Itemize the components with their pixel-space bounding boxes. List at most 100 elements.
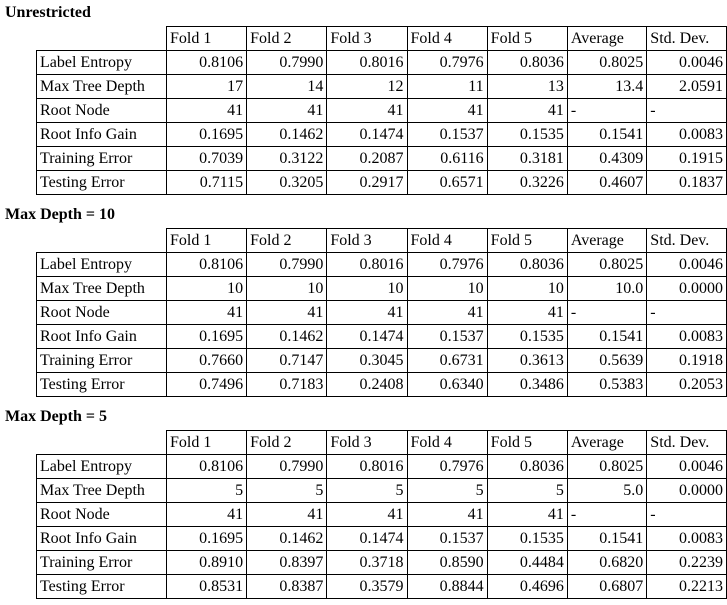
table-cell: 41 bbox=[326, 98, 408, 123]
table-cell: 0.6116 bbox=[406, 146, 488, 171]
row-label: Label Entropy bbox=[36, 252, 167, 277]
table-cell: 0.1535 bbox=[486, 324, 568, 349]
table-cell: 0.7976 bbox=[406, 454, 488, 479]
table-cell: 0.8397 bbox=[246, 550, 328, 575]
table-cell: 0.7660 bbox=[165, 348, 248, 373]
table-cell: 5.0 bbox=[566, 478, 648, 503]
table-cell: 41 bbox=[246, 300, 328, 325]
column-header: Std. Dev. bbox=[646, 26, 727, 51]
table-cell: 0.1541 bbox=[566, 122, 648, 147]
column-header: Fold 3 bbox=[326, 26, 408, 51]
table-cell: 0.0000 bbox=[646, 276, 727, 301]
table-cell: 0.7990 bbox=[246, 252, 328, 277]
table-cell: 41 bbox=[406, 98, 488, 123]
table-header-row: Fold 1 Fold 2 Fold 3 Fold 4 Fold 5 Avera… bbox=[37, 430, 727, 455]
table-cell: 10 bbox=[406, 276, 488, 301]
column-header: Fold 4 bbox=[406, 228, 488, 253]
table-cell: 0.1474 bbox=[326, 324, 408, 349]
table-cell: 0.8910 bbox=[165, 550, 248, 575]
table-row: Testing Error 0.7496 0.7183 0.2408 0.634… bbox=[36, 372, 727, 397]
table-cell: 0.1695 bbox=[165, 122, 248, 147]
table-row: Root Node 41 41 41 41 41 - - bbox=[36, 98, 727, 123]
table-cell: 0.1535 bbox=[486, 122, 568, 147]
table-cell: 0.1462 bbox=[246, 324, 328, 349]
table-cell: 0.1537 bbox=[406, 122, 488, 147]
section-title-unrestricted: Unrestricted bbox=[5, 4, 91, 21]
table-cell: 0.8016 bbox=[326, 454, 408, 479]
table-cell: - bbox=[646, 502, 727, 527]
table-cell: 11 bbox=[406, 74, 488, 99]
table-cell: 2.0591 bbox=[646, 74, 727, 99]
table-cell: 5 bbox=[486, 478, 568, 503]
table-cell: 0.1537 bbox=[406, 324, 488, 349]
table-cell: 41 bbox=[486, 502, 568, 527]
table-cell: 10 bbox=[326, 276, 408, 301]
table-cell: 0.3718 bbox=[326, 550, 408, 575]
table-cell: 12 bbox=[326, 74, 408, 99]
corner-cell bbox=[37, 431, 167, 455]
table-row: Root Info Gain 0.1695 0.1462 0.1474 0.15… bbox=[36, 526, 727, 551]
row-label: Root Node bbox=[36, 502, 167, 527]
table-cell: 41 bbox=[246, 502, 328, 527]
table-cell: 0.1474 bbox=[326, 526, 408, 551]
table-cell: 0.1541 bbox=[566, 324, 648, 349]
table-cell: 0.6731 bbox=[406, 348, 488, 373]
row-label: Max Tree Depth bbox=[36, 478, 167, 503]
table-cell: 0.8036 bbox=[486, 454, 568, 479]
table-cell: 0.8106 bbox=[165, 50, 248, 75]
table-cell: - bbox=[566, 502, 648, 527]
table-cell: 0.2408 bbox=[326, 372, 408, 397]
row-label: Root Info Gain bbox=[36, 122, 167, 147]
table-cell: 0.5383 bbox=[566, 372, 648, 397]
table-cell: 0.2087 bbox=[326, 146, 408, 171]
table-cell: 5 bbox=[246, 478, 328, 503]
table-row: Max Tree Depth 17 14 12 11 13 13.4 2.059… bbox=[36, 74, 727, 99]
table-cell: 0.1915 bbox=[646, 146, 727, 171]
table-cell: 41 bbox=[486, 300, 568, 325]
results-table-unrestricted: Fold 1 Fold 2 Fold 3 Fold 4 Fold 5 Avera… bbox=[36, 26, 727, 195]
table-cell: 0.7147 bbox=[246, 348, 328, 373]
table-cell: 0.0046 bbox=[646, 454, 727, 479]
table-cell: 0.6571 bbox=[406, 170, 488, 195]
table-cell: 0.7976 bbox=[406, 252, 488, 277]
table-cell: 0.7990 bbox=[246, 50, 328, 75]
column-header: Fold 2 bbox=[246, 26, 328, 51]
row-label: Root Node bbox=[36, 98, 167, 123]
table-cell: 0.8844 bbox=[406, 574, 488, 599]
results-table-max-depth-10: Fold 1 Fold 2 Fold 3 Fold 4 Fold 5 Avera… bbox=[36, 228, 727, 397]
table-cell: 10 bbox=[246, 276, 328, 301]
column-header: Std. Dev. bbox=[646, 228, 727, 253]
table-cell: 41 bbox=[165, 502, 248, 527]
table-cell: 0.8387 bbox=[246, 574, 328, 599]
table-cell: - bbox=[646, 300, 727, 325]
column-header: Fold 5 bbox=[486, 26, 568, 51]
table-cell: 0.1695 bbox=[165, 526, 248, 551]
table-cell: 41 bbox=[486, 98, 568, 123]
row-label: Testing Error bbox=[36, 170, 167, 195]
table-cell: 0.1537 bbox=[406, 526, 488, 551]
table-cell: 0.2213 bbox=[646, 574, 727, 599]
table-cell: 17 bbox=[165, 74, 248, 99]
row-label: Training Error bbox=[36, 550, 167, 575]
table-cell: 0.8106 bbox=[165, 252, 248, 277]
table-cell: 0.4607 bbox=[566, 170, 648, 195]
table-cell: 41 bbox=[406, 300, 488, 325]
table-cell: 0.1695 bbox=[165, 324, 248, 349]
column-header: Fold 1 bbox=[165, 228, 248, 253]
table-row: Root Info Gain 0.1695 0.1462 0.1474 0.15… bbox=[36, 324, 727, 349]
table-row: Label Entropy 0.8106 0.7990 0.8016 0.797… bbox=[36, 50, 727, 75]
row-label: Root Info Gain bbox=[36, 526, 167, 551]
table-cell: - bbox=[646, 98, 727, 123]
table-header-row: Fold 1 Fold 2 Fold 3 Fold 4 Fold 5 Avera… bbox=[37, 228, 727, 253]
table-cell: 0.8590 bbox=[406, 550, 488, 575]
row-label: Max Tree Depth bbox=[36, 74, 167, 99]
table-cell: 0.3045 bbox=[326, 348, 408, 373]
table-cell: 5 bbox=[406, 478, 488, 503]
table-cell: 0.7496 bbox=[165, 372, 248, 397]
table-cell: 41 bbox=[326, 502, 408, 527]
results-table-max-depth-5: Fold 1 Fold 2 Fold 3 Fold 4 Fold 5 Avera… bbox=[36, 430, 727, 599]
table-cell: 0.7183 bbox=[246, 372, 328, 397]
row-label: Testing Error bbox=[36, 574, 167, 599]
table-cell: 41 bbox=[246, 98, 328, 123]
table-cell: 0.4484 bbox=[486, 550, 568, 575]
